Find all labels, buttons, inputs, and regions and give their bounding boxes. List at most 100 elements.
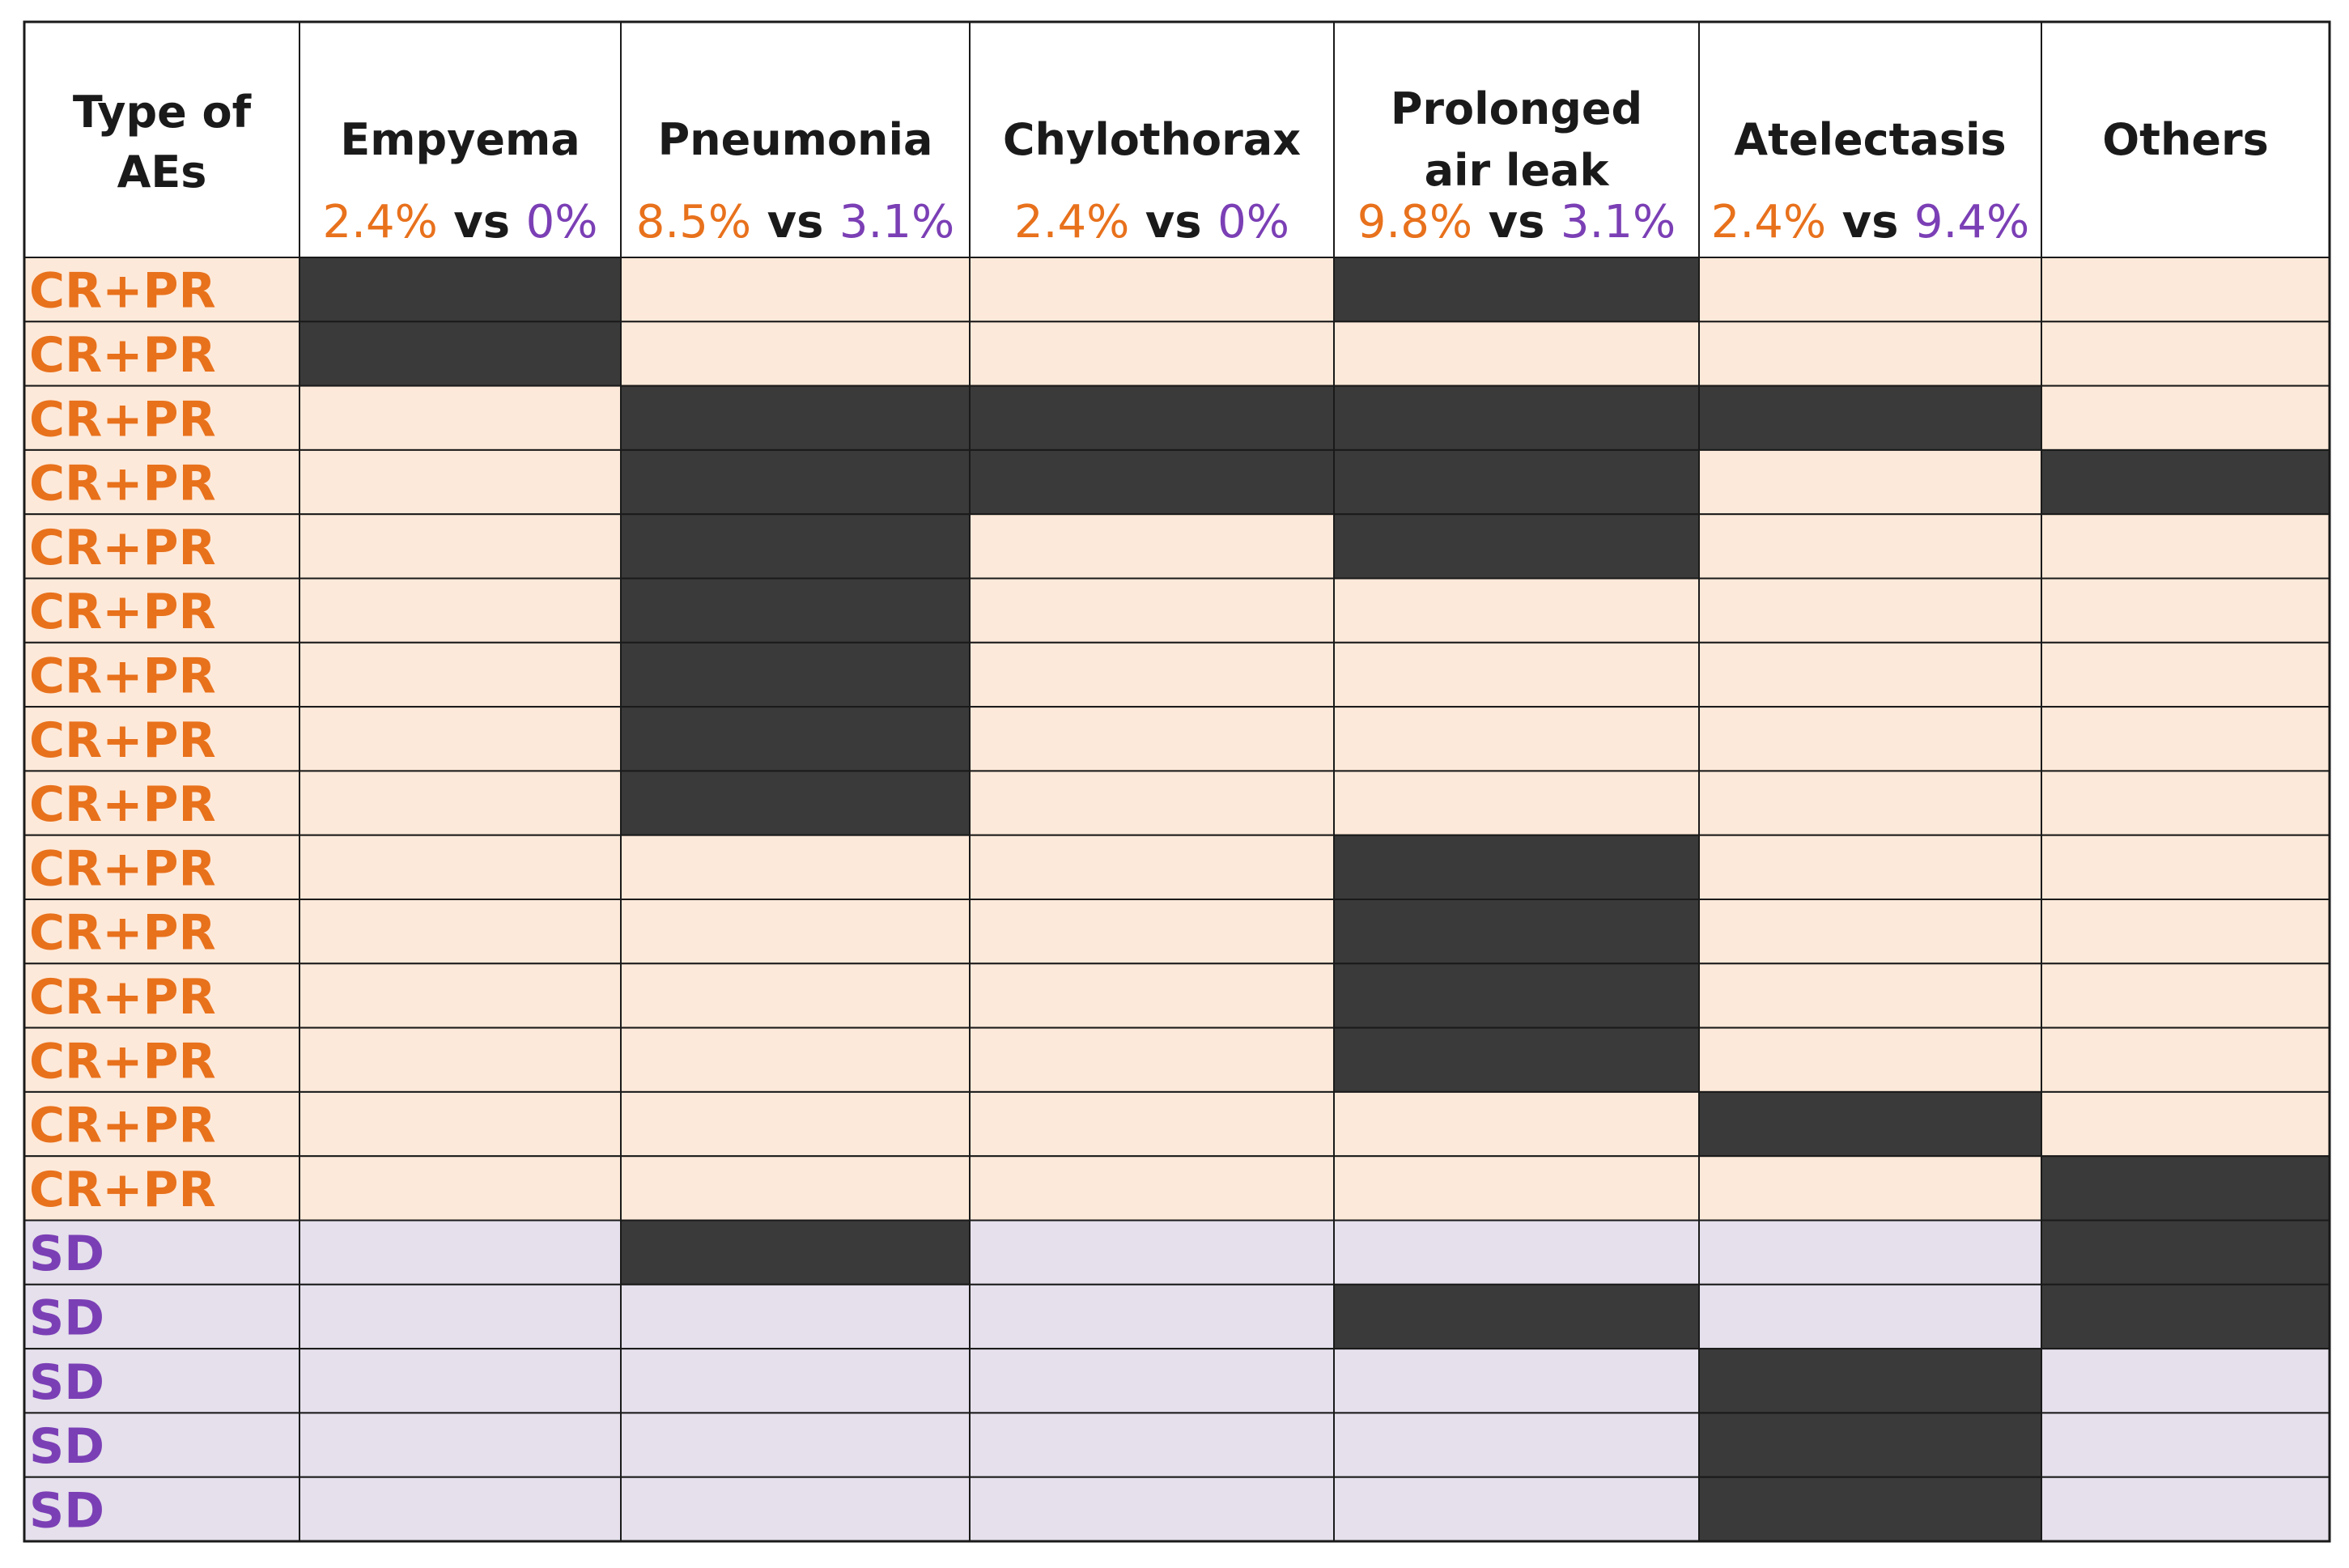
event-cell-filled [1698,1090,2042,1158]
event-cell-empty [299,448,622,516]
row-label: SD [29,1482,104,1539]
event-cell-empty [2041,1026,2330,1093]
event-cell-empty [299,962,622,1029]
row-label: CR+PR [29,712,216,769]
event-cell-empty [1333,1155,1700,1222]
event-cell-empty [2041,899,2330,965]
rate-vs: vs [1129,196,1217,249]
column-header-label: Chylothorax [1003,114,1301,165]
row-label: CR+PR [29,1098,216,1154]
event-cell-empty [2041,706,2330,772]
event-cell-empty [299,1219,622,1285]
event-cell-empty [1698,448,2042,516]
event-cell-empty [299,1476,622,1542]
row-label-cell [23,706,300,772]
event-cell-empty [620,1155,971,1222]
event-cell-empty [620,1348,971,1414]
event-cell-empty [1333,577,1700,644]
event-cell-empty [969,257,1335,323]
row-label-cell [23,577,300,644]
event-cell-empty [620,257,971,323]
event-cell-empty [969,899,1335,965]
event-cell-empty [969,1219,1335,1285]
event-cell-empty [2041,257,2330,323]
event-cell-empty [2041,962,2330,1029]
event-cell-empty [2041,770,2330,836]
event-cell-empty [299,513,622,580]
rate-cr-pr: 2.4% [323,196,438,249]
column-header-rates: 2.4% vs 0% [323,196,598,249]
event-cell-filled [620,770,971,836]
event-cell-empty [1698,1155,2042,1222]
row-label: CR+PR [29,776,216,833]
row-label-cell [23,1219,300,1285]
event-cell-empty [1698,706,2042,772]
event-cell-empty [1333,1476,1700,1542]
event-cell-empty [620,321,971,387]
event-cell-empty [299,385,622,451]
event-cell-empty [2041,385,2330,451]
row-label: SD [29,1418,104,1475]
event-cell-empty [1698,834,2042,900]
event-cell-filled [299,321,622,387]
column-header-label: Atelectasis [1734,114,2006,165]
event-cell-filled [620,448,971,516]
event-cell-empty [1698,962,2042,1029]
event-cell-empty [620,834,971,900]
row-label: CR+PR [29,905,216,962]
row-label-cell [23,1283,300,1350]
column-header-label: Empyema [340,114,580,165]
event-cell-empty [299,770,622,836]
event-cell-empty [1333,706,1700,772]
event-cell-empty [299,706,622,772]
event-cell-empty [2041,321,2330,387]
event-cell-empty [620,1283,971,1350]
event-cell-empty [620,1476,971,1542]
event-cell-filled [1333,962,1700,1029]
column-header-label: Others [2102,114,2269,165]
column-header-label: Pneumonia [658,114,933,165]
event-cell-filled [620,641,971,708]
event-cell-empty [1698,1026,2042,1093]
event-cell-empty [2041,834,2330,900]
event-cell-empty [969,1412,1335,1478]
event-cell-empty [2041,641,2330,708]
event-cell-empty [2041,1412,2330,1478]
event-cell-filled [2041,1219,2330,1285]
column-header-label: air leak [1425,145,1610,196]
column-header-rates: 8.5% vs 3.1% [636,196,954,249]
event-cell-filled [2041,1155,2330,1222]
row-label: SD [29,1226,104,1282]
event-cell-filled [969,385,1335,451]
event-cell-filled [1333,513,1700,580]
column-header-rates: 9.8% vs 3.1% [1357,196,1676,249]
row-label: SD [29,1290,104,1346]
event-cell-empty [620,899,971,965]
event-cell-filled [2041,1283,2330,1350]
event-cell-empty [1698,1283,2042,1350]
column-header-rates: 2.4% vs 0% [1014,196,1289,249]
event-cell-filled [620,513,971,580]
event-cell-empty [299,834,622,900]
event-cell-empty [969,1090,1335,1158]
event-cell-empty [1333,1348,1700,1414]
event-cell-empty [2041,1476,2330,1542]
event-cell-filled [1333,448,1700,516]
row-label: CR+PR [29,327,216,384]
rate-vs: vs [438,196,526,249]
corner-header-line: AEs [117,147,207,198]
event-cell-empty [1698,321,2042,387]
event-cell-filled [1333,834,1700,900]
event-cell-filled [1698,1348,2042,1414]
event-cell-filled [620,706,971,772]
row-label: CR+PR [29,456,216,512]
event-cell-empty [620,1090,971,1158]
event-cell-filled [620,1219,971,1285]
row-label: CR+PR [29,1162,216,1218]
rate-cr-pr: 2.4% [1711,196,1826,249]
event-cell-empty [620,1412,971,1478]
event-cell-empty [620,962,971,1029]
row-label: SD [29,1354,104,1411]
event-cell-empty [969,1348,1335,1414]
event-cell-filled [1698,1412,2042,1478]
